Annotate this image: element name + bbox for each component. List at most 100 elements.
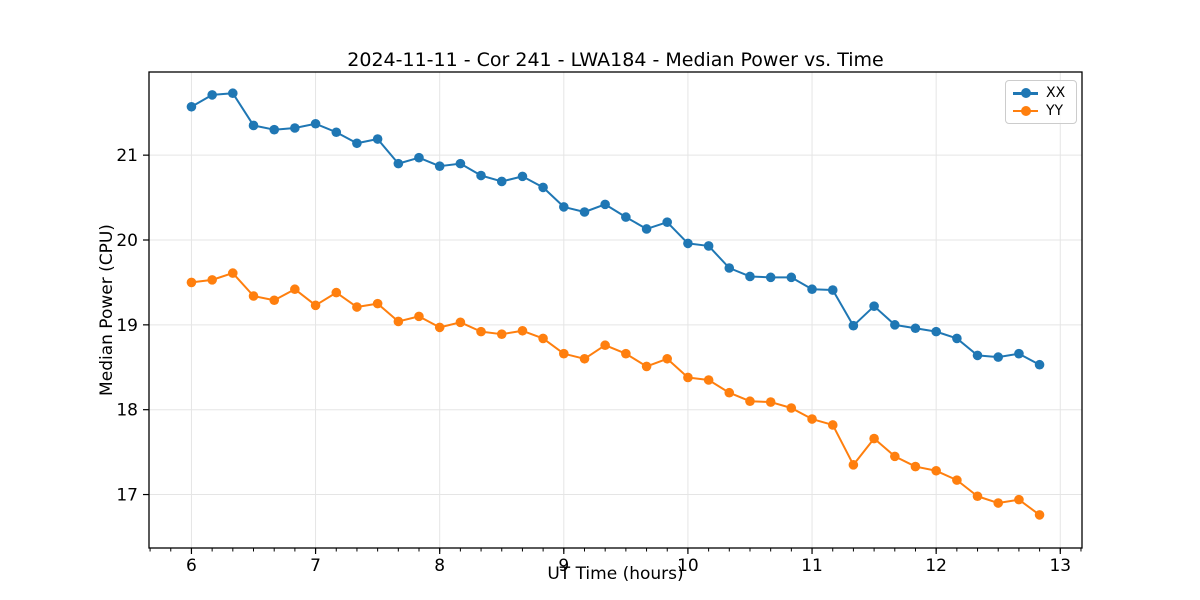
series-xx-point (890, 320, 900, 330)
x-tick-label: 7 (310, 556, 321, 576)
legend-marker-xx-icon (1013, 88, 1038, 99)
series-xx-point (496, 176, 507, 187)
series-yy-point (372, 298, 383, 309)
legend-label: YY (1046, 102, 1064, 119)
series-xx-point (703, 241, 714, 251)
series-yy-point (476, 326, 486, 337)
series-yy-point (579, 353, 590, 364)
series-xx-point (538, 182, 548, 193)
series-yy-point (662, 353, 672, 364)
series-yy-point (227, 268, 238, 278)
series-xx-point (765, 272, 776, 283)
series-yy-point (496, 329, 507, 339)
series-yy-point (972, 491, 983, 502)
x-tick-label: 12 (925, 556, 947, 576)
series-yy-point (641, 361, 652, 372)
x-tick-label: 10 (677, 556, 699, 576)
series-xx-point (724, 263, 735, 273)
series-yy-point (207, 275, 217, 285)
series-yy-point (724, 387, 735, 398)
series-xx-point (910, 323, 921, 334)
series-xx-point (786, 272, 797, 283)
series-yy-point (248, 291, 259, 301)
series-yy-point (807, 414, 817, 424)
series-yy-point (269, 295, 280, 306)
series-xx-point (269, 124, 280, 135)
plot-border (148, 71, 1083, 549)
series-yy-point (890, 451, 900, 462)
series-xx-point (290, 123, 300, 133)
x-tick-label: 9 (558, 556, 569, 576)
series-xx-point (952, 333, 962, 344)
series-xx-point (559, 202, 569, 212)
series-yy-point (331, 287, 342, 298)
series-xx-point (807, 284, 817, 295)
series-xx-point (641, 224, 652, 234)
series-xx-point (1034, 359, 1045, 370)
series-xx-point (683, 238, 693, 249)
series-yy-point (393, 316, 404, 327)
series-xx-point (517, 171, 528, 182)
series-xx-point (372, 134, 383, 144)
legend-item-yy: YY (1013, 104, 1069, 118)
series-xx-point (869, 301, 879, 311)
series-yy-point (931, 465, 941, 476)
series-xx-point (186, 101, 197, 112)
x-tick-label: 6 (186, 556, 197, 576)
series-xx-point (476, 170, 486, 181)
series-yy-point (352, 302, 362, 312)
series-yy-point (952, 475, 962, 485)
series-xx-line (190, 92, 1041, 366)
chart-title: 2024-11-11 - Cor 241 - LWA184 - Median P… (347, 49, 884, 71)
series-yy-line (190, 272, 1041, 516)
series-xx-point (1014, 348, 1024, 359)
series-xx-point (352, 138, 362, 149)
series-yy-point (559, 348, 569, 359)
series-yy-point (827, 420, 838, 430)
x-axis-label: UT Time (hours) (547, 564, 684, 584)
series-yy-point (683, 372, 693, 383)
series-xx-point (207, 90, 217, 100)
x-tick-label: 13 (1049, 556, 1071, 576)
series-yy-point (621, 348, 631, 359)
legend-label: XX (1046, 85, 1066, 102)
y-tick-label: 19 (116, 316, 138, 336)
series-yy-point (600, 340, 610, 351)
series-xx-point (248, 120, 259, 131)
series-yy-point (1034, 510, 1045, 520)
series-xx-point (662, 217, 672, 227)
series-xx-point (393, 158, 404, 169)
series-yy-point (869, 433, 879, 444)
legend-item-xx: XX (1013, 86, 1069, 100)
series-yy-point (765, 397, 776, 407)
series-yy-point (703, 375, 714, 385)
series-xx-point (600, 199, 610, 210)
series-yy-point (434, 322, 445, 333)
series-yy-point (910, 461, 921, 472)
y-tick-label: 20 (116, 231, 138, 251)
series-xx-point (745, 271, 755, 282)
series-xx-point (848, 320, 859, 331)
legend: XX YY (1005, 80, 1077, 124)
series-yy-point (745, 396, 755, 407)
series-xx-point (434, 161, 445, 171)
series-xx-point (993, 352, 1004, 362)
series-yy-point (786, 403, 797, 413)
series-yy-point (1014, 494, 1024, 505)
series-xx-point (310, 118, 321, 129)
series-xx-point (827, 285, 838, 295)
series-yy-point (517, 325, 528, 336)
series-yy-point (538, 333, 548, 344)
series-yy-point (290, 284, 300, 295)
series-xx-point (227, 88, 238, 99)
series-yy-point (993, 498, 1004, 508)
series-xx-point (331, 127, 342, 138)
series-yy-point (186, 277, 197, 288)
y-axis-label: Median Power (CPU) (97, 224, 117, 396)
y-tick-label: 21 (116, 146, 138, 166)
series-yy-point (848, 460, 859, 470)
x-tick-label: 8 (434, 556, 445, 576)
series-xx-point (414, 152, 424, 163)
